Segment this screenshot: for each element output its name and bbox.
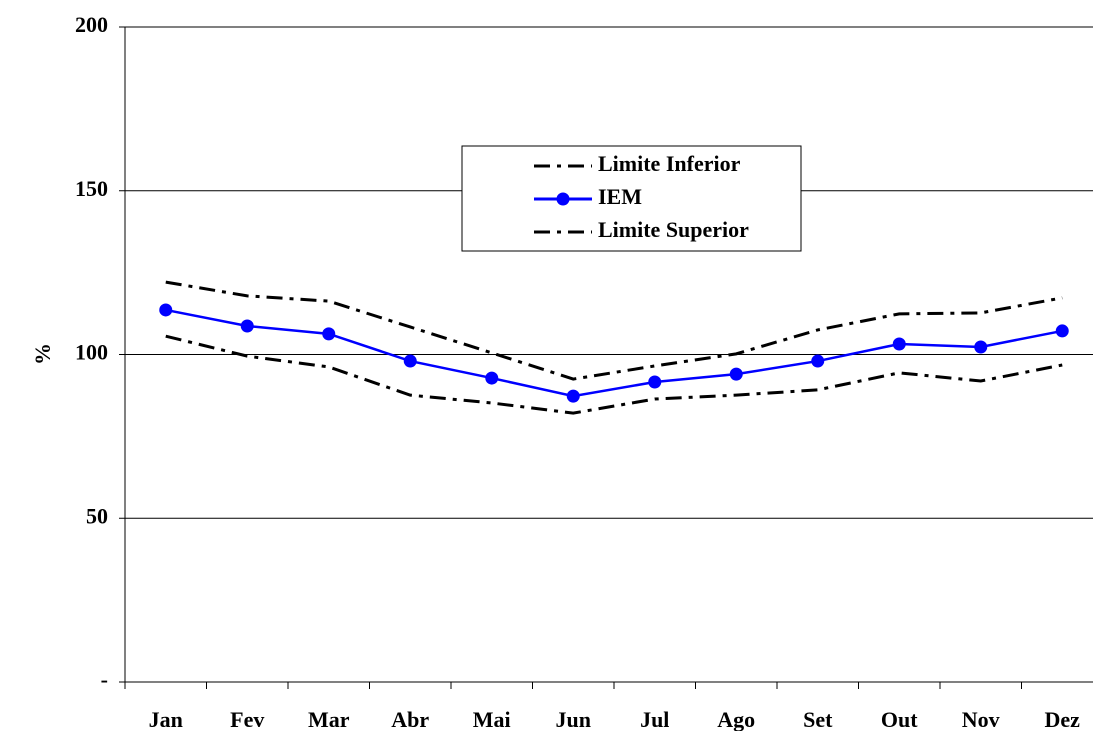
x-tick-label: Out [881, 707, 918, 731]
data-point [566, 389, 580, 403]
data-point [485, 371, 499, 385]
x-tick-label: Set [803, 707, 833, 731]
y-tick-label: 100 [75, 340, 108, 365]
data-point [1055, 324, 1069, 338]
x-tick-label: Jan [149, 707, 183, 731]
data-point [811, 354, 825, 368]
x-tick-label: Jul [640, 707, 669, 731]
y-axis-label: % [30, 343, 55, 365]
data-point [159, 303, 173, 317]
x-tick-label: Abr [391, 707, 429, 731]
y-tick-label: - [101, 667, 108, 692]
legend-label: IEM [598, 184, 642, 209]
data-point [403, 354, 417, 368]
x-tick-label: Mai [473, 707, 511, 731]
x-tick-label: Nov [962, 707, 1000, 731]
y-tick-label: 200 [75, 12, 108, 37]
legend-box [461, 145, 802, 252]
data-point [322, 327, 336, 341]
series-line [165, 334, 1063, 415]
data-point [892, 337, 906, 351]
legend-label: Limite Inferior [598, 151, 741, 176]
x-tick-label: Jun [556, 707, 591, 731]
data-point [240, 319, 254, 333]
x-tick-label: Fev [230, 707, 264, 731]
data-point [648, 375, 662, 389]
data-point [729, 367, 743, 381]
legend-label: Limite Superior [598, 217, 749, 242]
data-point [974, 340, 988, 354]
series-line [165, 280, 1063, 381]
x-tick-label: Mar [308, 707, 350, 731]
series-line [165, 308, 1063, 398]
legend-marker [556, 192, 570, 206]
x-tick-label: Dez [1045, 707, 1081, 731]
y-tick-label: 50 [86, 503, 108, 528]
y-tick-label: 150 [75, 176, 108, 201]
x-tick-label: Ago [717, 707, 755, 731]
